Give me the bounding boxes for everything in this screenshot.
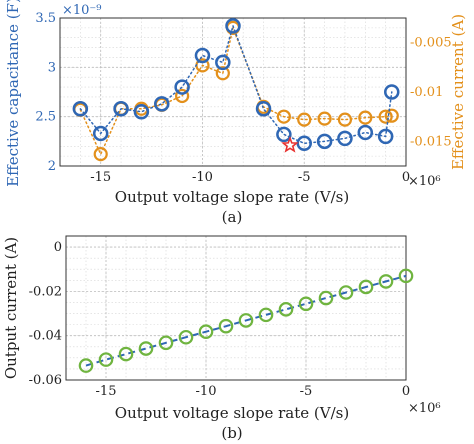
point-effective-capacitance xyxy=(215,54,231,71)
y-left-tick-label: 2 xyxy=(48,159,56,174)
point-effective-capacitance xyxy=(154,96,170,112)
x-tick-label: -5 xyxy=(298,170,311,185)
y-left-axis-label: Effective capacitance (F) xyxy=(4,0,22,187)
point-output-current xyxy=(338,285,354,300)
point-effective-capacitance xyxy=(113,101,129,117)
point-effective-capacitance xyxy=(377,128,394,145)
point-effective-capacitance xyxy=(255,101,272,117)
point-output-current xyxy=(118,346,134,362)
point-output-current xyxy=(398,268,414,284)
x-tick-label: -10 xyxy=(192,170,213,185)
point-effective-capacitance xyxy=(337,130,353,147)
point-effective-capacitance xyxy=(316,133,333,150)
panel-a: -15 -10 -5 0 2 2.5 3 3.5 -0.005 -0.01 -0.015 ×10⁻⁹… xyxy=(4,0,467,226)
y-tick-label: 0 xyxy=(54,240,62,255)
grid-b xyxy=(65,235,407,381)
x-tick-label: -5 xyxy=(300,384,313,399)
x-tick-label: 0 xyxy=(402,384,410,399)
point-effective-current xyxy=(384,108,399,123)
plot-area-a xyxy=(72,18,400,162)
panel-b: -15 -10 -5 0 0 -0.02 -0.04 -0.06 ×10⁶ Output vo… xyxy=(2,235,441,442)
point-output-current xyxy=(138,341,154,356)
y-left-tick-label: 3 xyxy=(48,60,56,75)
y-left-exponent-label: ×10⁻⁹ xyxy=(62,3,102,18)
ticks-a: -15 -10 -5 0 2 2.5 3 3.5 -0.005 -0.01 -0.015 xyxy=(35,11,451,185)
x-tick-label: -15 xyxy=(96,384,117,399)
x-exponent-label-b: ×10⁶ xyxy=(408,401,441,416)
axes-box-b xyxy=(65,235,407,381)
y-tick-label: -0.04 xyxy=(29,329,62,344)
y-right-axis-label: Effective current (A) xyxy=(449,14,467,170)
x-tick-label: -15 xyxy=(90,170,111,185)
y-right-tick-label: -0.015 xyxy=(410,134,452,149)
y-tick-label: -0.02 xyxy=(29,284,62,299)
point-effective-capacitance xyxy=(133,103,150,120)
x-tick-label: -10 xyxy=(196,384,217,399)
plot-area-b xyxy=(78,268,414,373)
panel-label-a: (a) xyxy=(222,208,243,226)
point-effective-capacitance xyxy=(276,126,292,143)
point-output-current xyxy=(218,318,234,334)
point-effective-current xyxy=(93,147,108,162)
y-right-tick-label: -0.01 xyxy=(410,85,443,100)
y-left-tick-label: 2.5 xyxy=(35,110,56,125)
point-output-current xyxy=(278,302,294,317)
axes-box-a xyxy=(59,17,407,167)
point-effective-current xyxy=(175,88,190,104)
point-output-current xyxy=(98,352,114,367)
point-output-current xyxy=(178,329,194,345)
y-left-tick-label: 3.5 xyxy=(35,11,56,26)
grid-a xyxy=(59,17,407,167)
point-effective-current xyxy=(358,110,373,125)
point-output-current xyxy=(198,324,214,340)
point-output-current xyxy=(78,358,94,373)
point-output-current xyxy=(258,307,274,323)
point-effective-capacitance xyxy=(174,79,190,95)
point-output-current xyxy=(238,313,254,328)
ticks-b: -15 -10 -5 0 0 -0.02 -0.04 -0.06 xyxy=(29,240,410,399)
point-effective-capacitance xyxy=(92,125,109,142)
point-output-current xyxy=(158,335,174,351)
x-axis-label-a: Output voltage slope rate (V/s) xyxy=(115,188,349,206)
point-effective-current xyxy=(378,109,393,124)
point-output-current xyxy=(318,290,334,306)
point-effective-current xyxy=(337,112,353,127)
point-effective-capacitance xyxy=(225,18,241,34)
point-effective-current xyxy=(317,111,332,126)
panel-label-b: (b) xyxy=(221,424,242,442)
point-effective-capacitance xyxy=(296,135,312,152)
x-axis-label-b: Output voltage slope rate (V/s) xyxy=(115,404,349,422)
highlight-star-marker xyxy=(281,136,299,153)
y-axis-label-b: Output current (A) xyxy=(2,237,20,379)
point-effective-current xyxy=(215,66,230,81)
point-output-current xyxy=(358,279,374,295)
y-right-tick-label: -0.005 xyxy=(410,36,452,51)
y-tick-label: -0.06 xyxy=(29,373,62,388)
point-effective-current xyxy=(276,109,291,124)
point-effective-current xyxy=(297,112,312,127)
point-effective-capacitance xyxy=(384,84,400,100)
point-effective-capacitance xyxy=(72,101,89,117)
point-effective-capacitance xyxy=(357,124,374,141)
point-output-current xyxy=(378,274,394,289)
point-effective-capacitance xyxy=(194,47,211,64)
x-tick-label: 0 xyxy=(402,170,410,185)
x-exponent-label-a: ×10⁶ xyxy=(408,174,441,189)
point-output-current xyxy=(298,296,314,312)
